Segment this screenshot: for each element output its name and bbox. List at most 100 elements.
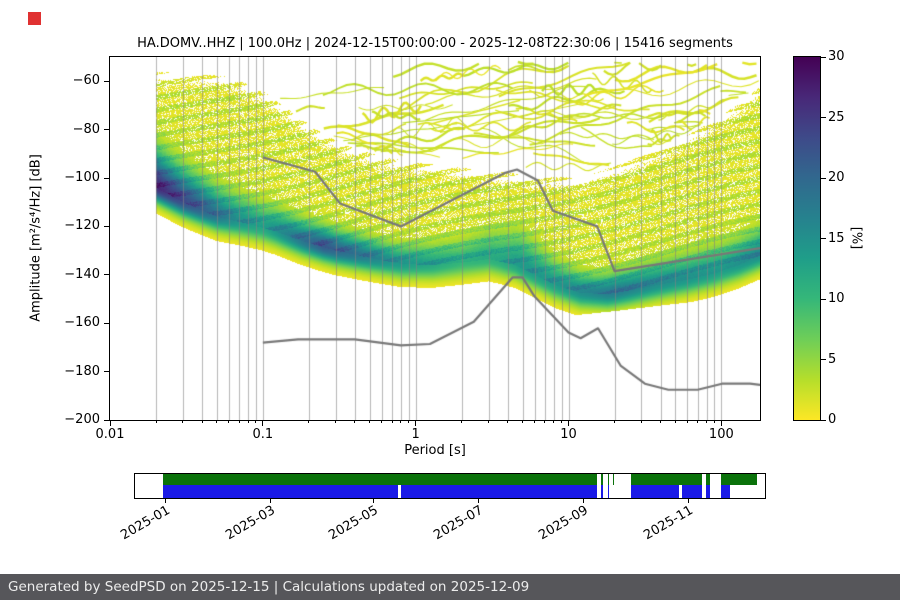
colorbar-tick-label: 10 (828, 291, 845, 306)
y-tick-mark (104, 225, 110, 227)
y-tick-mark (104, 80, 110, 82)
y-tick-mark (104, 371, 110, 373)
x-minor-tick-mark (354, 420, 356, 423)
timeline-tick-mark (583, 499, 585, 503)
timeline-tick-label: 2025-11 (641, 503, 696, 544)
timeline-data-segment-blue (630, 485, 679, 498)
colorbar-tick-mark (821, 298, 826, 300)
timeline-tick-mark (164, 499, 166, 503)
x-minor-tick-mark (391, 420, 393, 423)
x-minor-tick-mark (335, 420, 337, 423)
timeline-data-segment-green (630, 474, 702, 485)
x-minor-tick-mark (553, 420, 555, 423)
x-tick-label: 0.1 (252, 427, 274, 442)
x-axis-label: Period [s] (404, 443, 466, 458)
y-tick-label: −200 (64, 412, 100, 427)
x-minor-tick-mark (155, 420, 157, 423)
timeline-tick-label: 2025-03 (223, 503, 278, 544)
x-minor-tick-mark (255, 420, 257, 423)
x-minor-tick-mark (686, 420, 688, 423)
colorbar-tick-label: 25 (828, 109, 845, 125)
y-tick-mark (104, 129, 110, 131)
x-tick-mark (262, 420, 264, 426)
x-minor-tick-mark (228, 420, 230, 423)
ppsd-plot-area (109, 56, 761, 421)
x-minor-tick-mark (400, 420, 402, 423)
ppsd-heatmap-canvas (110, 57, 760, 420)
x-tick-label: 100 (708, 427, 734, 442)
timeline-data-segment-green (612, 474, 615, 485)
y-tick-label: −60 (72, 73, 100, 89)
colorbar-label: [%] (848, 226, 864, 250)
timeline-data-segment-blue (163, 485, 398, 498)
footer-text: Generated by SeedPSD on 2025-12-15 | Cal… (8, 579, 530, 595)
timeline-tick-mark (269, 499, 271, 503)
x-minor-tick-mark (713, 420, 715, 423)
x-minor-tick-mark (461, 420, 463, 423)
colorbar-tick-label: 0 (828, 412, 837, 427)
x-minor-tick-mark (381, 420, 383, 423)
timeline-data-segment-blue (705, 485, 710, 498)
timeline-tick-mark (477, 499, 479, 503)
colorbar-tick-mark (821, 419, 826, 421)
timeline-data-segment-blue (682, 485, 702, 498)
colorbar-tick-label: 20 (828, 170, 845, 185)
timeline-tick-label: 2025-09 (536, 503, 592, 544)
x-minor-tick-mark (216, 420, 218, 423)
timeline-data-segment-green (720, 474, 758, 485)
y-tick-mark (104, 177, 110, 179)
corner-marker (28, 12, 41, 25)
colorbar-tick-mark (821, 359, 826, 360)
x-minor-tick-mark (534, 420, 536, 423)
x-tick-mark (720, 420, 722, 426)
timeline-blue-row (135, 485, 765, 498)
colorbar-tick-mark (821, 56, 826, 58)
timeline-tick-label: 2025-01 (118, 503, 173, 544)
timeline-data-segment-blue (601, 485, 604, 498)
x-minor-tick-mark (706, 420, 708, 423)
x-minor-tick-mark (408, 420, 410, 423)
timeline-data-segment-green (163, 474, 597, 485)
footer-bar: Generated by SeedPSD on 2025-12-15 | Cal… (0, 574, 900, 600)
x-minor-tick-mark (697, 420, 699, 423)
x-minor-tick-mark (507, 420, 509, 423)
timeline-data-segment-blue (607, 485, 610, 498)
timeline-data-segment-blue (401, 485, 597, 498)
x-tick-mark (568, 420, 570, 426)
timeline-tick-mark (372, 499, 374, 503)
colorbar-tick-label: 30 (828, 49, 845, 64)
x-minor-tick-mark (561, 420, 563, 423)
x-tick-label: 0.01 (95, 427, 125, 442)
timeline-data-segment-blue (720, 485, 730, 498)
y-tick-label: −120 (64, 218, 100, 234)
colorbar-tick-label: 15 (828, 230, 845, 246)
y-tick-label: −160 (64, 315, 100, 331)
x-minor-tick-mark (544, 420, 546, 423)
x-minor-tick-mark (369, 420, 371, 423)
x-minor-tick-mark (308, 420, 310, 423)
y-tick-label: −180 (64, 363, 100, 379)
x-tick-mark (415, 420, 417, 426)
timeline-data-segment-green (705, 474, 710, 485)
x-minor-tick-mark (247, 420, 249, 423)
y-tick-label: −100 (64, 170, 100, 185)
y-tick-label: −140 (64, 266, 100, 282)
chart-title: HA.DOMV..HHZ | 100.0Hz | 2024-12-15T00:0… (137, 36, 733, 51)
colorbar-tick-label: 5 (828, 351, 837, 367)
x-minor-tick-mark (660, 420, 662, 423)
timeline-tick-mark (687, 499, 689, 503)
x-minor-tick-mark (182, 420, 184, 423)
timeline-data-segment-green (601, 474, 604, 485)
y-tick-label: −80 (72, 121, 100, 137)
x-minor-tick-mark (201, 420, 203, 423)
x-minor-tick-mark (488, 420, 490, 423)
timeline-tick-label: 2025-05 (326, 503, 381, 544)
x-minor-tick-mark (674, 420, 676, 423)
x-minor-tick-mark (238, 420, 240, 423)
colorbar (793, 56, 821, 421)
y-tick-mark (104, 274, 110, 276)
timeline-data-segment-green (607, 474, 610, 485)
colorbar-tick-mark (821, 177, 826, 179)
x-minor-tick-mark (640, 420, 642, 423)
y-tick-mark (104, 322, 110, 324)
